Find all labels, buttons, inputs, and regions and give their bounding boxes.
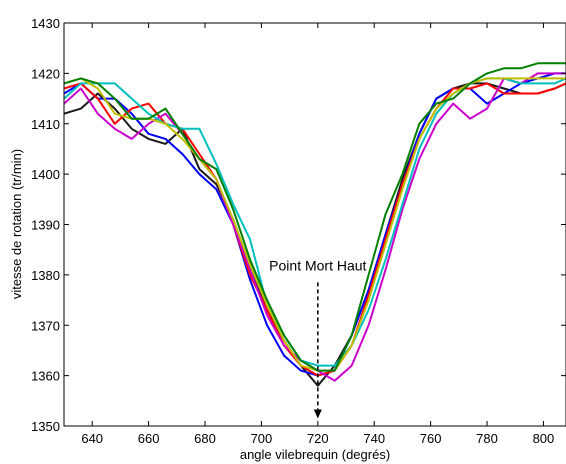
x-tick-label: 760 — [420, 431, 442, 446]
x-tick-label: 700 — [251, 431, 273, 446]
series-line-7 — [63, 62, 566, 372]
y-axis-label: vitesse de rotation (tr/min) — [9, 149, 24, 299]
y-tick-label: 1430 — [31, 16, 60, 31]
x-tick-label: 680 — [194, 431, 216, 446]
x-tick-label: 740 — [363, 431, 385, 446]
y-tick-label: 1370 — [31, 318, 60, 333]
x-axis-label: angle vilebrequin (degrés) — [240, 447, 390, 462]
x-tick-label: 720 — [307, 431, 329, 446]
y-tick-label: 1420 — [31, 66, 60, 81]
tick-layer: 640 660 680 700 720 740 760 780 800 1350 1360 1370 1… — [31, 16, 566, 446]
plot-area — [64, 23, 566, 426]
y-tick-label: 1350 — [31, 419, 60, 434]
annotation-layer: Point Mort Haut — [269, 257, 367, 419]
x-tick-label: 780 — [476, 431, 498, 446]
tdc-annotation-label: Point Mort Haut — [269, 257, 366, 273]
y-tick-label: 1400 — [31, 167, 60, 182]
y-tick-label: 1410 — [31, 117, 60, 132]
x-tick-label: 800 — [533, 431, 555, 446]
y-tick-label: 1380 — [31, 268, 60, 283]
y-tick-label: 1390 — [31, 218, 60, 233]
y-tick-label: 1360 — [31, 369, 60, 384]
tdc-arrow-head — [313, 409, 322, 419]
x-tick-label: 640 — [81, 431, 103, 446]
x-tick-label: 660 — [138, 431, 160, 446]
